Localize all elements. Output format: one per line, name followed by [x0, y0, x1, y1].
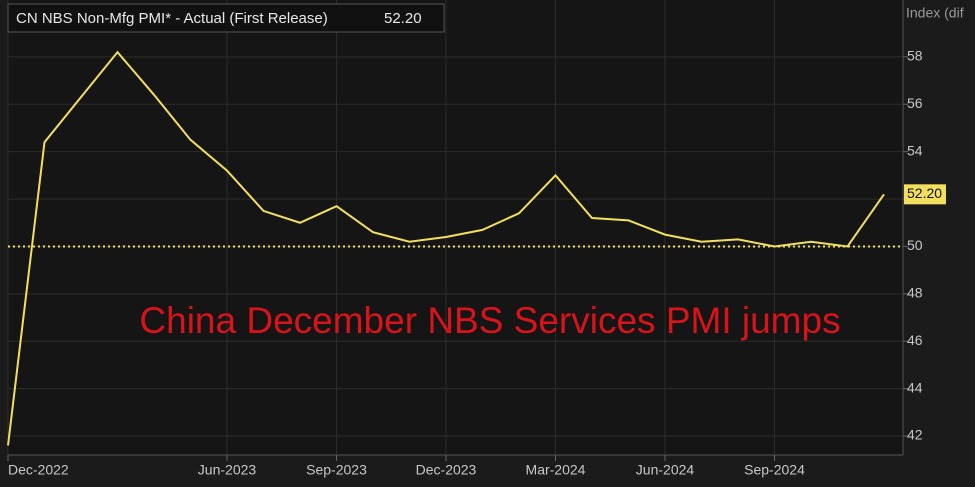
y-axis-label: Index (dif	[906, 5, 964, 21]
last-value-label: 52.20	[907, 185, 942, 201]
y-tick-label: 46	[907, 332, 923, 348]
x-tick-label: Jun-2023	[198, 462, 257, 478]
annotation: China December NBS Services PMI jumps	[139, 300, 840, 341]
last-value-tag	[904, 184, 946, 205]
legend-value: 52.20	[384, 10, 422, 27]
legend-box	[7, 3, 445, 33]
x-tick-label: Sep-2023	[306, 462, 367, 478]
y-tick-label: 48	[907, 285, 923, 301]
y-tick-label: 58	[907, 48, 923, 64]
x-tick-label: Jun-2024	[636, 462, 695, 478]
y-tick-label: 56	[907, 95, 923, 111]
x-tick-label: Dec-2022	[8, 462, 69, 478]
y-tick-label: 54	[907, 142, 923, 158]
plot-area	[8, 0, 903, 455]
y-tick-label: 42	[907, 427, 923, 443]
x-tick-label: Dec-2023	[416, 462, 477, 478]
legend-label: CN NBS Non-Mfg PMI* - Actual (First Rele…	[16, 10, 328, 27]
series-line	[7, 50, 885, 446]
y-tick-label: 44	[907, 379, 923, 395]
x-tick-label: Sep-2024	[744, 462, 805, 478]
plot: 424446485052545658Dec-2022Jun-2023Sep-20…	[7, 0, 946, 478]
y-tick-label: 50	[907, 237, 923, 253]
x-tick-label: Mar-2024	[526, 462, 586, 478]
